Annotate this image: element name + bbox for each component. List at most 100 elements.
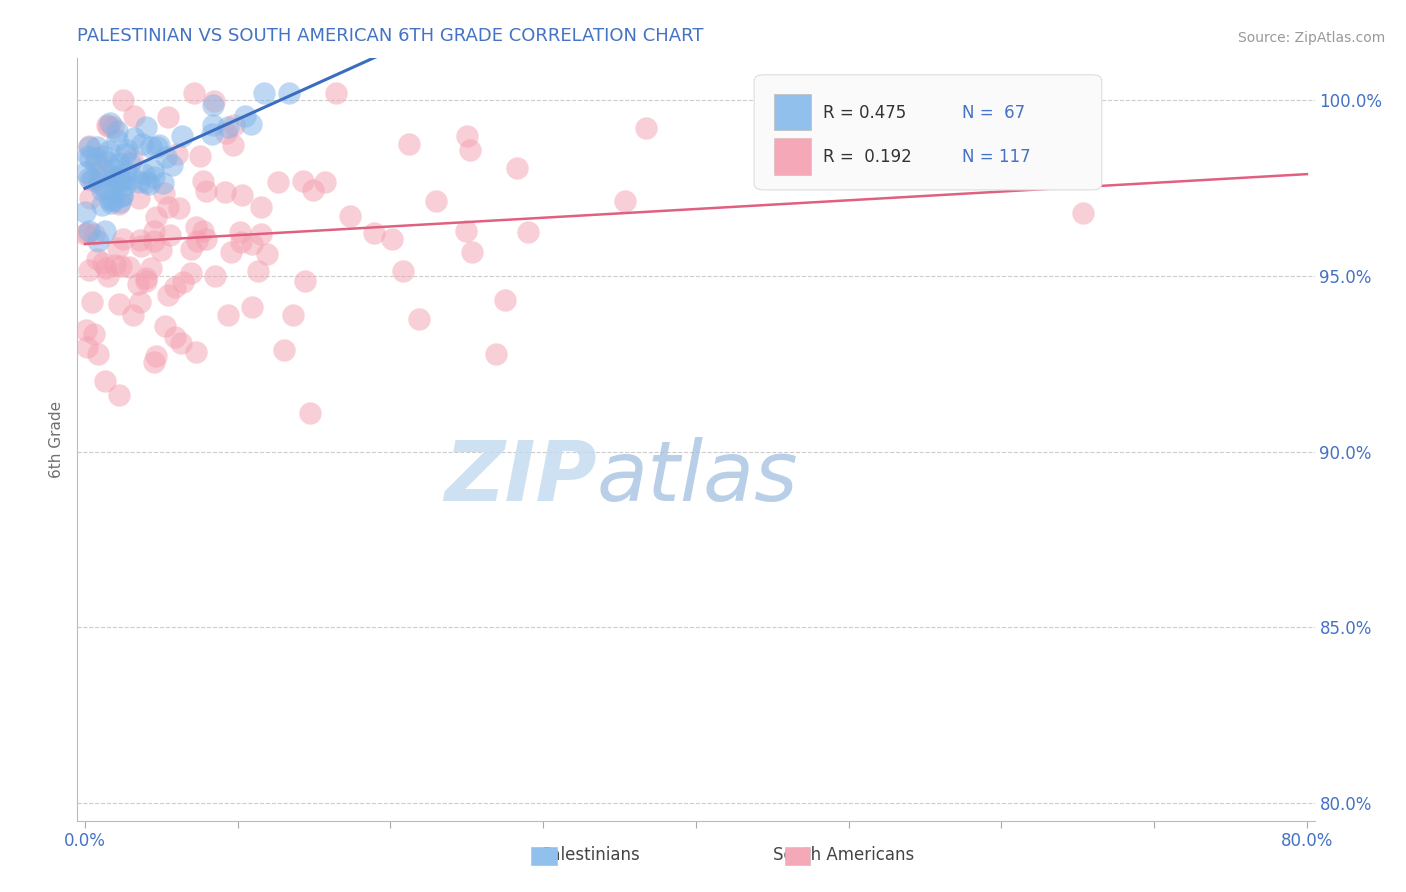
Point: [202, 94, 225, 108]
Point: [120, 156, 142, 170]
Point: [160, 158, 183, 172]
Point: [97, 155, 120, 169]
Point: [183, 86, 205, 100]
Point: [165, 329, 187, 343]
Text: R = 0.475: R = 0.475: [824, 103, 907, 122]
Point: [121, 308, 143, 322]
Point: [636, 121, 658, 136]
Point: [142, 355, 165, 369]
Point: [86, 252, 108, 266]
Point: [325, 86, 347, 100]
Point: [217, 120, 239, 135]
Point: [398, 137, 420, 152]
Point: [191, 224, 214, 238]
Point: [233, 109, 256, 123]
Point: [299, 406, 322, 420]
Point: [253, 86, 276, 100]
Point: [153, 186, 176, 201]
Point: [79, 151, 101, 165]
Point: [90, 198, 112, 212]
Point: [108, 297, 131, 311]
Point: [157, 288, 180, 302]
Point: [186, 234, 208, 248]
Point: [214, 185, 236, 199]
Point: [115, 165, 138, 179]
Point: [229, 235, 252, 249]
Point: [75, 227, 97, 242]
Point: [86, 151, 108, 165]
Point: [145, 349, 167, 363]
Point: [155, 150, 177, 164]
Point: [111, 94, 134, 108]
Point: [153, 318, 176, 333]
Point: [139, 261, 162, 276]
Point: [215, 126, 238, 140]
Point: [122, 171, 145, 186]
Point: [135, 120, 157, 134]
Point: [281, 308, 304, 322]
Point: [93, 374, 115, 388]
Point: [143, 234, 166, 248]
Point: [139, 140, 162, 154]
Point: [247, 264, 270, 278]
Point: [84, 156, 107, 170]
Point: [149, 243, 172, 257]
Point: [145, 210, 167, 224]
Point: [250, 227, 273, 242]
Point: [614, 194, 637, 208]
Text: N =  67: N = 67: [962, 103, 1025, 122]
Point: [75, 164, 97, 178]
Point: [73, 205, 96, 219]
Point: [135, 274, 157, 288]
Point: [114, 172, 136, 186]
Point: [107, 156, 129, 170]
Point: [91, 255, 114, 269]
Point: [166, 146, 188, 161]
Point: [363, 226, 385, 240]
Point: [222, 137, 245, 152]
Point: [256, 246, 278, 260]
Point: [138, 177, 160, 191]
Point: [90, 164, 112, 178]
Point: [104, 172, 127, 186]
Point: [83, 326, 105, 341]
Point: [94, 225, 117, 239]
Point: [104, 175, 127, 189]
Point: [105, 124, 128, 138]
Point: [108, 195, 131, 210]
Point: [172, 128, 194, 143]
Point: [392, 264, 415, 278]
Point: [294, 274, 316, 288]
Text: R =  0.192: R = 0.192: [824, 148, 912, 166]
Point: [87, 234, 110, 248]
Point: [94, 260, 117, 275]
Point: [82, 295, 104, 310]
Point: [107, 241, 129, 255]
Point: [425, 194, 447, 208]
Point: [217, 308, 239, 322]
Point: [75, 323, 97, 337]
Point: [172, 275, 194, 289]
Point: [108, 388, 131, 402]
Point: [159, 228, 181, 243]
Point: [103, 193, 125, 207]
Text: PALESTINIAN VS SOUTH AMERICAN 6TH GRADE CORRELATION CHART: PALESTINIAN VS SOUTH AMERICAN 6TH GRADE …: [77, 28, 704, 45]
FancyBboxPatch shape: [773, 138, 811, 175]
Point: [128, 191, 150, 205]
Point: [219, 244, 242, 259]
Point: [77, 171, 100, 186]
Point: [517, 225, 540, 239]
Point: [456, 128, 478, 143]
Point: [97, 119, 120, 133]
Point: [129, 239, 152, 253]
Point: [157, 110, 180, 124]
Point: [79, 138, 101, 153]
Point: [91, 183, 114, 197]
Point: [231, 188, 253, 202]
Point: [98, 145, 121, 159]
Point: [114, 147, 136, 161]
Point: [122, 109, 145, 123]
Point: [93, 180, 115, 194]
Point: [82, 171, 104, 186]
Point: [180, 242, 202, 256]
